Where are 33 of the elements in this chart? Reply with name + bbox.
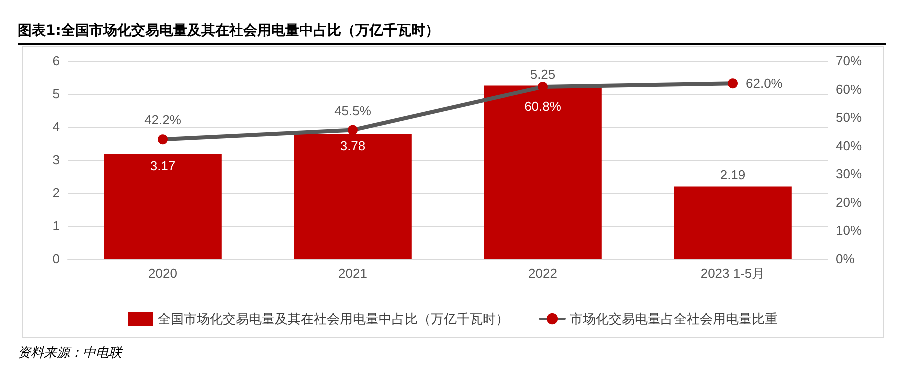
legend-label: 市场化交易电量占全社会用电量比重 <box>570 312 778 326</box>
data-label: 42.2% <box>144 112 182 128</box>
data-label: 2.19 <box>720 168 746 183</box>
y2-tick-label: 30% <box>836 166 862 182</box>
legend-label: 全国市场化交易电量及其在社会用电量中占比（万亿千瓦时） <box>158 312 509 326</box>
y2-tick-label: 20% <box>836 194 862 210</box>
data-label: 62.0% <box>746 76 784 92</box>
data-label: 3.17 <box>150 158 176 174</box>
x-tick-label: 2020 <box>148 266 178 281</box>
data-label: 45.5% <box>334 103 372 118</box>
bar <box>674 186 792 259</box>
y-tick-label: 5 <box>52 86 60 102</box>
y-tick-label: 3 <box>52 152 60 168</box>
y-tick-label: 2 <box>52 186 60 200</box>
x-tick-label: 2021 <box>338 266 368 281</box>
y2-tick-label: 70% <box>836 54 862 68</box>
y2-tick-label: 60% <box>836 82 862 97</box>
y2-tick-label: 10% <box>836 223 862 238</box>
data-label: 5.25 <box>530 66 556 82</box>
bar <box>104 154 222 259</box>
y-tick-label: 0 <box>52 252 60 266</box>
y2-tick-label: 50% <box>836 110 862 126</box>
y-tick-label: 6 <box>52 54 60 68</box>
y-tick-label: 1 <box>52 218 60 234</box>
y2-tick-label: 40% <box>836 138 862 154</box>
chart-title: 图表1:全国市场化交易电量及其在社会用电量中占比（万亿千瓦时） <box>18 22 886 45</box>
y2-tick-label: 0% <box>836 252 856 266</box>
x-tick-label: 2023 1-5月 <box>700 266 766 281</box>
text: 资料来源：中电联 <box>18 345 122 362</box>
data-label: 3.78 <box>340 138 366 154</box>
data-label: 60.8% <box>524 99 562 114</box>
y-tick-label: 4 <box>52 120 60 134</box>
x-tick-label: 2022 <box>528 266 558 281</box>
